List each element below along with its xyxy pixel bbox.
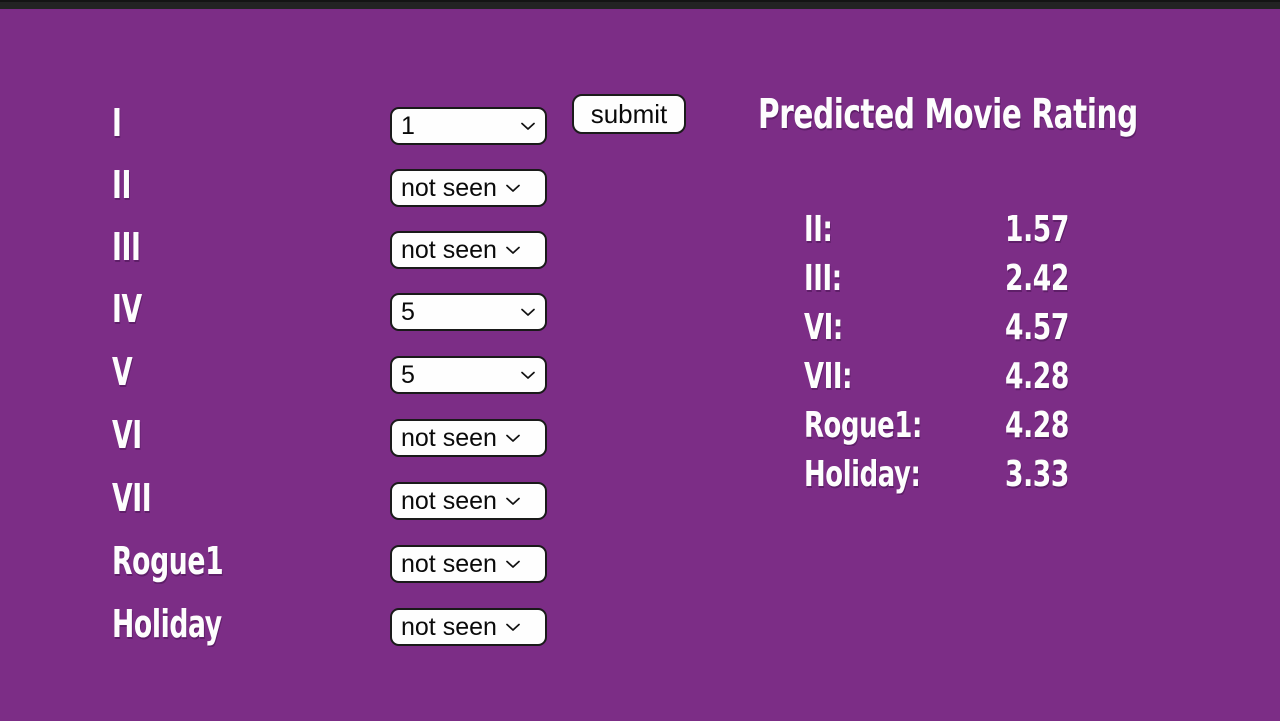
chevron-down-icon — [503, 428, 523, 448]
rating-select-value: not seen — [401, 174, 497, 202]
rating-select-rogue1[interactable]: not seen — [390, 545, 547, 583]
rating-select-value: not seen — [401, 236, 497, 264]
movie-row: II not seen — [0, 156, 720, 218]
result-value: 4.28 — [1005, 405, 1069, 446]
result-name: Rogue1: — [804, 405, 922, 446]
result-row: Rogue1: 4.28 — [740, 403, 1280, 452]
result-row: VII: 4.28 — [740, 354, 1280, 403]
movie-row: IV 5 — [0, 280, 720, 342]
chevron-down-icon — [503, 554, 523, 574]
movie-label: Rogue1 — [112, 539, 224, 583]
result-value: 4.28 — [1005, 356, 1069, 397]
result-row: Holiday: 3.33 — [740, 452, 1280, 501]
movie-label: VI — [112, 413, 142, 457]
movie-row: I 1 — [0, 94, 720, 156]
rating-select-vi[interactable]: not seen — [390, 419, 547, 457]
movie-row: VII not seen — [0, 469, 720, 531]
rating-select-value: 1 — [401, 112, 415, 140]
rating-select-value: not seen — [401, 424, 497, 452]
movie-label: IV — [112, 287, 142, 331]
chevron-down-icon — [503, 240, 523, 260]
result-name: VI: — [804, 307, 843, 348]
predicted-ratings-panel: Predicted Movie Rating II: 1.57 III: 2.4… — [740, 9, 1280, 721]
chevron-down-icon — [503, 617, 523, 637]
result-value: 1.57 — [1005, 209, 1069, 250]
chevron-down-icon — [503, 178, 523, 198]
rating-select-vii[interactable]: not seen — [390, 482, 547, 520]
movie-row: Rogue1 not seen — [0, 532, 720, 594]
submit-button[interactable]: submit — [572, 94, 686, 134]
result-row: VI: 4.57 — [740, 305, 1280, 354]
movie-label: II — [112, 163, 132, 207]
movie-row: V 5 — [0, 343, 720, 405]
result-name: III: — [804, 258, 842, 299]
movie-label: III — [112, 225, 141, 269]
rating-select-value: not seen — [401, 550, 497, 578]
results-title: Predicted Movie Rating — [758, 90, 1138, 138]
rating-select-v[interactable]: 5 — [390, 356, 547, 394]
result-row: III: 2.42 — [740, 256, 1280, 305]
result-name: VII: — [804, 356, 853, 397]
result-name: II: — [804, 209, 833, 250]
result-name: Holiday: — [804, 454, 921, 495]
rating-select-value: 5 — [401, 361, 415, 389]
movie-row: VI not seen — [0, 406, 720, 468]
chevron-down-icon — [518, 116, 538, 136]
rating-select-iv[interactable]: 5 — [390, 293, 547, 331]
chevron-down-icon — [518, 302, 538, 322]
rating-select-iii[interactable]: not seen — [390, 231, 547, 269]
movie-rating-form: I 1 II not seen III not seen — [0, 9, 720, 721]
rating-select-holiday[interactable]: not seen — [390, 608, 547, 646]
result-value: 2.42 — [1005, 258, 1069, 299]
movie-label: V — [112, 350, 133, 394]
result-value: 3.33 — [1005, 454, 1069, 495]
movie-label: VII — [112, 476, 152, 520]
rating-select-value: not seen — [401, 487, 497, 515]
chevron-down-icon — [503, 491, 523, 511]
rating-select-value: not seen — [401, 613, 497, 641]
movie-row: III not seen — [0, 218, 720, 280]
movie-label: Holiday — [112, 602, 222, 646]
movie-label: I — [112, 101, 122, 145]
chevron-down-icon — [518, 365, 538, 385]
movie-row: Holiday not seen — [0, 595, 720, 657]
results-list: II: 1.57 III: 2.42 VI: 4.57 VII: 4.28 Ro… — [740, 207, 1280, 501]
rating-select-ii[interactable]: not seen — [390, 169, 547, 207]
rating-select-value: 5 — [401, 298, 415, 326]
result-row: II: 1.57 — [740, 207, 1280, 256]
browser-chrome-bar — [0, 0, 1280, 9]
result-value: 4.57 — [1005, 307, 1069, 348]
rating-select-i[interactable]: 1 — [390, 107, 547, 145]
